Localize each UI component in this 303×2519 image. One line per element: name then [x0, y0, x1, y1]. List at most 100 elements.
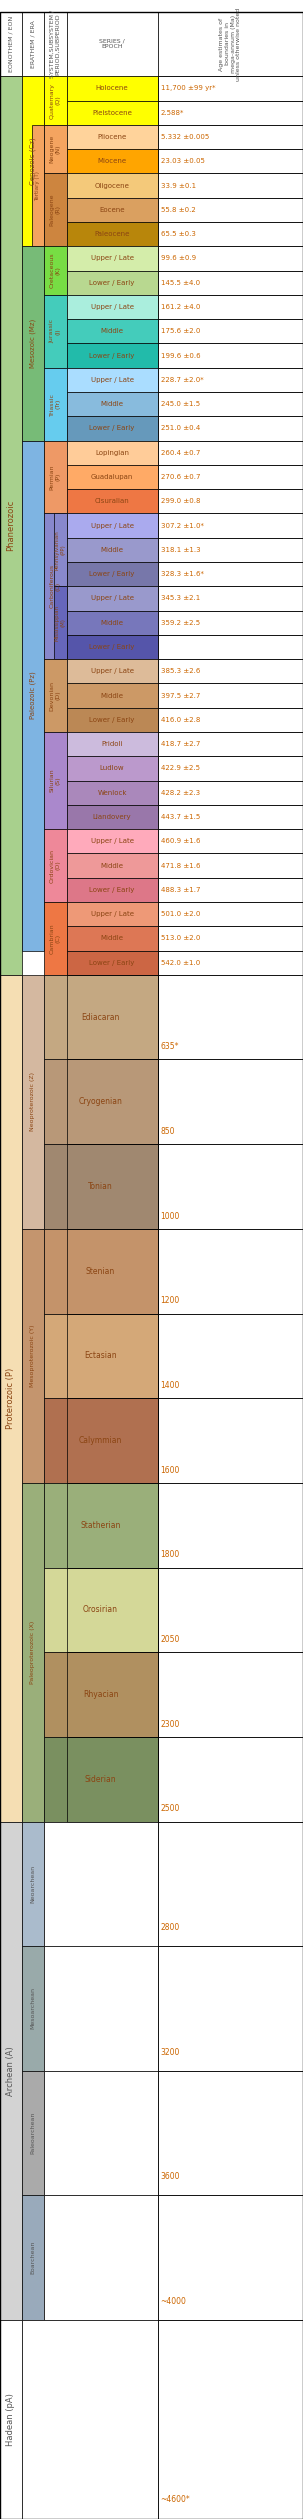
FancyBboxPatch shape	[44, 2194, 158, 2320]
FancyBboxPatch shape	[22, 975, 44, 1229]
Text: Ectasian: Ectasian	[84, 1350, 117, 1360]
Text: 542.0 ±1.0: 542.0 ±1.0	[161, 960, 200, 965]
Text: Orosirian: Orosirian	[83, 1605, 118, 1615]
Text: 501.0 ±2.0: 501.0 ±2.0	[161, 912, 200, 917]
Text: 2050: 2050	[161, 1635, 180, 1645]
FancyBboxPatch shape	[67, 13, 158, 76]
Text: Wenlock: Wenlock	[97, 788, 127, 796]
FancyBboxPatch shape	[22, 441, 44, 950]
Text: 1800: 1800	[161, 1549, 180, 1559]
Text: Devonian
(D): Devonian (D)	[50, 680, 61, 710]
FancyBboxPatch shape	[22, 1484, 44, 1821]
Text: 270.6 ±0.7: 270.6 ±0.7	[161, 474, 200, 481]
FancyBboxPatch shape	[44, 2071, 158, 2194]
FancyBboxPatch shape	[44, 1060, 158, 1144]
Text: Oligocene: Oligocene	[95, 181, 130, 189]
Text: 307.2 ±1.0*: 307.2 ±1.0*	[161, 521, 204, 529]
Text: Neogene
(N): Neogene (N)	[50, 136, 61, 164]
FancyBboxPatch shape	[67, 902, 158, 927]
Text: 2.588*: 2.588*	[161, 111, 184, 116]
Text: 245.0 ±1.5: 245.0 ±1.5	[161, 401, 200, 408]
Text: 199.6 ±0.6: 199.6 ±0.6	[161, 353, 200, 358]
Text: 11,700 ±99 yr*: 11,700 ±99 yr*	[161, 86, 215, 91]
FancyBboxPatch shape	[44, 1484, 158, 1567]
FancyBboxPatch shape	[67, 393, 158, 416]
FancyBboxPatch shape	[54, 514, 67, 587]
Text: Llandovery: Llandovery	[93, 814, 132, 821]
Text: Lower / Early: Lower / Early	[89, 887, 135, 892]
Text: 359.2 ±2.5: 359.2 ±2.5	[161, 620, 200, 625]
FancyBboxPatch shape	[67, 101, 158, 126]
Text: 328.3 ±1.6*: 328.3 ±1.6*	[161, 572, 204, 577]
Text: 23.03 ±0.05: 23.03 ±0.05	[161, 159, 205, 164]
FancyBboxPatch shape	[0, 2320, 22, 2519]
FancyBboxPatch shape	[67, 295, 158, 320]
Text: Lower / Early: Lower / Early	[89, 718, 135, 723]
Text: Cenozoic (Cz): Cenozoic (Cz)	[29, 139, 36, 184]
Text: Tertiary (T): Tertiary (T)	[35, 171, 40, 202]
FancyBboxPatch shape	[67, 683, 158, 708]
Text: Proterozoic (P): Proterozoic (P)	[6, 1368, 15, 1428]
Text: 55.8 ±0.2: 55.8 ±0.2	[161, 207, 195, 214]
Text: 850: 850	[161, 1126, 175, 1136]
Text: 33.9 ±0.1: 33.9 ±0.1	[161, 181, 196, 189]
FancyBboxPatch shape	[22, 2071, 44, 2194]
Text: 2500: 2500	[161, 1804, 180, 1814]
Text: Mesozoic (Mz): Mesozoic (Mz)	[29, 320, 36, 368]
FancyBboxPatch shape	[67, 196, 158, 222]
Text: Silurian
(S): Silurian (S)	[50, 768, 61, 793]
Text: ERATHEM / ERA: ERATHEM / ERA	[30, 20, 35, 68]
FancyBboxPatch shape	[67, 343, 158, 368]
Text: Age estimates of
boundaries in
mega-annum (Ma)
unless otherwise noted: Age estimates of boundaries in mega-annu…	[219, 8, 241, 81]
Text: Paleoarchean: Paleoarchean	[30, 2111, 35, 2154]
FancyBboxPatch shape	[22, 76, 44, 247]
Text: Ludlow: Ludlow	[100, 766, 125, 771]
Text: ~4600*: ~4600*	[161, 2494, 190, 2504]
Text: Mesoproterozoic (Y): Mesoproterozoic (Y)	[30, 1325, 35, 1388]
FancyBboxPatch shape	[67, 514, 158, 537]
Text: Paleoproterozoic (X): Paleoproterozoic (X)	[30, 1620, 35, 1683]
Text: Lower / Early: Lower / Early	[89, 426, 135, 431]
FancyBboxPatch shape	[44, 1567, 158, 1652]
Text: 175.6 ±2.0: 175.6 ±2.0	[161, 327, 200, 335]
FancyBboxPatch shape	[44, 514, 67, 660]
Text: Archean (A): Archean (A)	[6, 2045, 15, 2096]
Text: Neoproterozoic (Z): Neoproterozoic (Z)	[30, 1073, 35, 1131]
FancyBboxPatch shape	[67, 804, 158, 829]
Text: Pridoli: Pridoli	[102, 741, 123, 748]
Text: Miocene: Miocene	[98, 159, 127, 164]
FancyBboxPatch shape	[22, 13, 44, 76]
FancyBboxPatch shape	[67, 708, 158, 733]
Text: Cretaceous
(K): Cretaceous (K)	[50, 252, 61, 287]
FancyBboxPatch shape	[67, 562, 158, 587]
FancyBboxPatch shape	[44, 174, 67, 247]
Text: Holocene: Holocene	[96, 86, 128, 91]
FancyBboxPatch shape	[67, 854, 158, 877]
FancyBboxPatch shape	[67, 247, 158, 270]
FancyBboxPatch shape	[67, 950, 158, 975]
Text: Carboniferous
(C): Carboniferous (C)	[50, 564, 61, 607]
Text: Paleozoic (Pz): Paleozoic (Pz)	[29, 673, 36, 720]
Text: Stenian: Stenian	[86, 1267, 115, 1275]
FancyBboxPatch shape	[44, 1821, 158, 1947]
Text: Paleogene
(R): Paleogene (R)	[50, 194, 61, 227]
FancyBboxPatch shape	[44, 1738, 158, 1821]
Text: 5.332 ±0.005: 5.332 ±0.005	[161, 134, 209, 141]
FancyBboxPatch shape	[44, 1229, 158, 1312]
FancyBboxPatch shape	[44, 13, 67, 76]
FancyBboxPatch shape	[22, 1229, 44, 1484]
Text: Middle: Middle	[101, 327, 124, 335]
Text: Upper / Late: Upper / Late	[91, 521, 134, 529]
Text: SYSTEM,SUBSYSTEM /
PERIOD,SUBPERIOD: SYSTEM,SUBSYSTEM / PERIOD,SUBPERIOD	[50, 10, 61, 78]
Text: Cambrian
(C): Cambrian (C)	[50, 922, 61, 955]
Text: 345.3 ±2.1: 345.3 ±2.1	[161, 594, 200, 602]
Text: 318.1 ±1.3: 318.1 ±1.3	[161, 547, 200, 552]
Text: Middle: Middle	[101, 620, 124, 625]
Text: Middle: Middle	[101, 693, 124, 698]
FancyBboxPatch shape	[67, 222, 158, 247]
FancyBboxPatch shape	[67, 441, 158, 466]
FancyBboxPatch shape	[67, 416, 158, 441]
Text: Mississippian
(M): Mississippian (M)	[55, 605, 66, 640]
Text: 635*: 635*	[161, 1043, 179, 1050]
Text: Middle: Middle	[101, 401, 124, 408]
